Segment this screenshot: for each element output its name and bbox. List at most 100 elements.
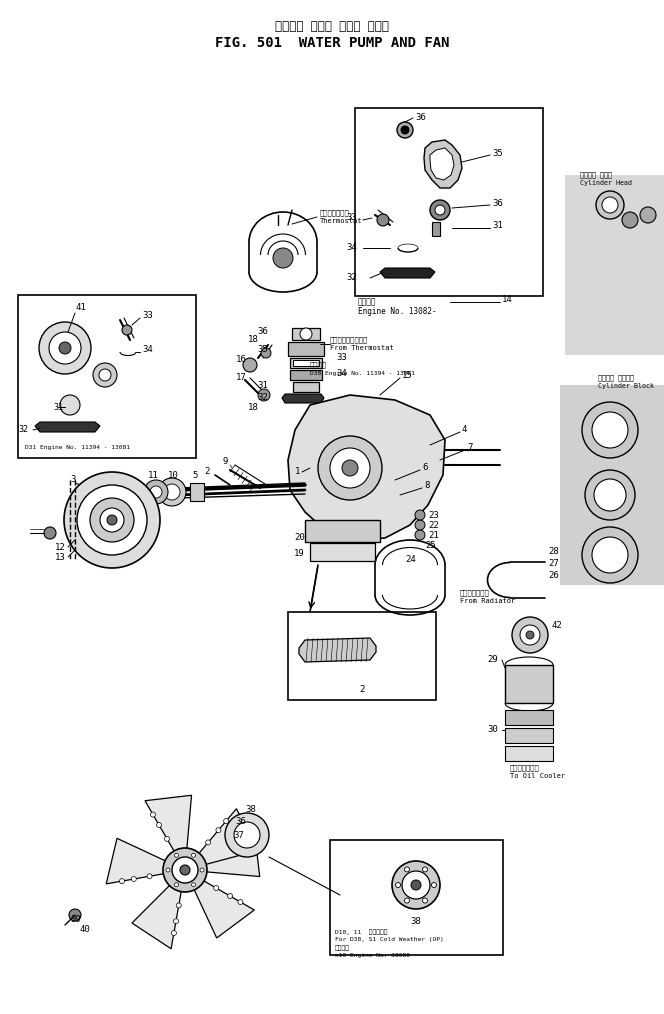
Text: 9: 9 — [222, 457, 228, 466]
Circle shape — [397, 122, 413, 138]
Bar — [290, 370, 322, 380]
Circle shape — [99, 369, 111, 381]
Text: From Thermostat: From Thermostat — [330, 345, 394, 351]
Circle shape — [144, 480, 168, 504]
Circle shape — [592, 412, 628, 448]
Circle shape — [238, 836, 243, 841]
Text: 33: 33 — [346, 214, 357, 222]
Text: シリンダ ヘッド: シリンダ ヘッド — [580, 171, 612, 178]
Bar — [505, 746, 553, 760]
Text: For D38, S1 Cold Weather (OP): For D38, S1 Cold Weather (OP) — [335, 938, 444, 942]
Text: D10, 11  寒冷地仕様: D10, 11 寒冷地仕様 — [335, 929, 388, 935]
Text: 6: 6 — [422, 463, 428, 473]
Circle shape — [147, 874, 152, 879]
Circle shape — [175, 883, 179, 886]
Text: 35: 35 — [257, 345, 268, 354]
Text: From Radiator: From Radiator — [460, 598, 515, 604]
Circle shape — [64, 472, 160, 568]
Text: 32: 32 — [346, 274, 357, 283]
Circle shape — [582, 402, 638, 458]
Text: 24: 24 — [405, 556, 416, 565]
Circle shape — [258, 389, 270, 401]
Circle shape — [377, 214, 389, 226]
Text: 25: 25 — [425, 540, 436, 550]
Text: 37: 37 — [233, 830, 244, 840]
Text: 42: 42 — [552, 621, 563, 630]
Bar — [292, 328, 320, 340]
Circle shape — [342, 460, 358, 476]
Circle shape — [411, 880, 421, 890]
Text: 38: 38 — [245, 805, 256, 814]
Text: FIG. 501  WATER PUMP AND FAN: FIG. 501 WATER PUMP AND FAN — [214, 37, 450, 50]
Circle shape — [107, 515, 117, 525]
Circle shape — [594, 479, 626, 511]
Circle shape — [602, 197, 618, 213]
Circle shape — [396, 882, 400, 887]
Bar — [355, 108, 543, 296]
Circle shape — [173, 919, 179, 924]
Text: 41: 41 — [75, 303, 86, 312]
Circle shape — [415, 520, 425, 530]
Text: 30: 30 — [487, 725, 498, 734]
Circle shape — [180, 865, 190, 875]
Text: 36: 36 — [257, 327, 268, 336]
Text: 18: 18 — [248, 404, 259, 413]
Circle shape — [225, 813, 269, 857]
Text: 39: 39 — [70, 916, 81, 925]
Circle shape — [592, 537, 628, 573]
Text: 10: 10 — [168, 470, 179, 480]
Circle shape — [191, 883, 195, 886]
Circle shape — [216, 827, 221, 832]
Bar — [330, 840, 503, 955]
Text: 28: 28 — [548, 547, 558, 556]
Circle shape — [330, 448, 370, 488]
Bar — [432, 222, 440, 236]
Text: 2: 2 — [359, 685, 365, 695]
Bar — [18, 295, 196, 458]
Text: 4: 4 — [462, 426, 467, 435]
Text: 14: 14 — [502, 295, 513, 304]
Circle shape — [131, 876, 136, 881]
Polygon shape — [132, 884, 181, 949]
Circle shape — [171, 931, 177, 936]
Text: 8: 8 — [424, 482, 430, 491]
Text: 31: 31 — [257, 380, 268, 389]
Circle shape — [404, 867, 410, 872]
Text: 23: 23 — [428, 510, 439, 519]
Circle shape — [415, 530, 425, 540]
Text: シリンダ ブロック: シリンダ ブロック — [598, 375, 634, 381]
Text: 21: 21 — [428, 530, 439, 539]
Text: 38: 38 — [410, 918, 422, 927]
Text: 34: 34 — [346, 243, 357, 252]
Bar — [305, 520, 380, 542]
Text: ウォータ ポンプ および ファン: ウォータ ポンプ および ファン — [275, 20, 389, 33]
Polygon shape — [288, 395, 445, 540]
Polygon shape — [35, 422, 100, 432]
Circle shape — [318, 436, 382, 500]
Bar — [560, 385, 664, 585]
Text: 36: 36 — [492, 199, 503, 208]
Text: D38 Engine No. 11394 - 13081: D38 Engine No. 11394 - 13081 — [310, 370, 415, 375]
Text: 5: 5 — [192, 470, 197, 480]
Text: Cylinder Block: Cylinder Block — [598, 383, 654, 389]
Circle shape — [176, 902, 181, 908]
Text: 2: 2 — [205, 467, 210, 477]
Polygon shape — [193, 881, 254, 938]
Circle shape — [228, 842, 232, 847]
Circle shape — [206, 840, 210, 845]
Text: ∞10 Engine No. 38080-: ∞10 Engine No. 38080- — [335, 953, 414, 958]
Circle shape — [200, 868, 204, 872]
Circle shape — [164, 484, 180, 500]
Circle shape — [150, 486, 162, 498]
Circle shape — [512, 617, 548, 653]
Text: 19: 19 — [294, 549, 305, 558]
Circle shape — [77, 485, 147, 555]
Circle shape — [585, 470, 635, 520]
Polygon shape — [299, 638, 376, 662]
Circle shape — [120, 878, 124, 883]
Text: 32: 32 — [18, 426, 28, 435]
Circle shape — [415, 510, 425, 520]
Circle shape — [157, 822, 161, 827]
Circle shape — [90, 498, 134, 542]
Polygon shape — [282, 394, 324, 403]
